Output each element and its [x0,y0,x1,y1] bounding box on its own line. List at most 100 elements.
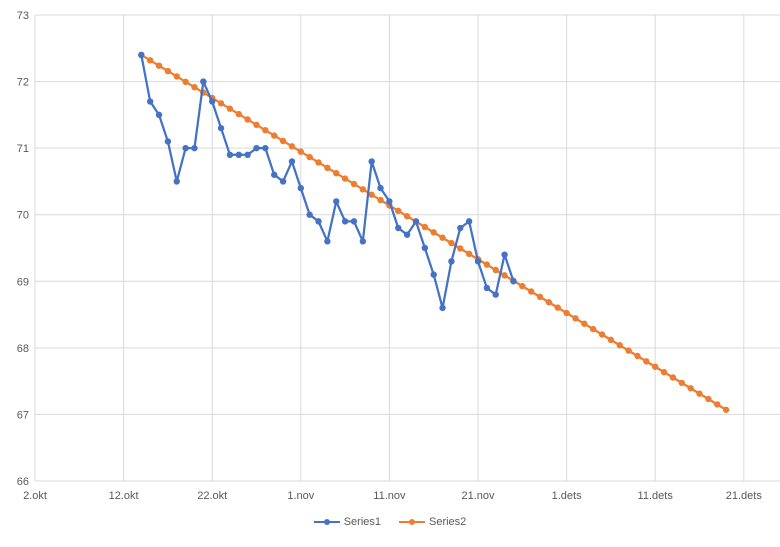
series-point-1 [483,284,491,292]
series-point-2 [696,390,703,397]
series-point-2 [403,213,411,220]
series-point-2 [377,196,384,204]
series-point-2 [262,127,269,134]
series-line-1 [140,54,515,310]
series-point-2 [598,331,606,338]
series-point-2 [581,320,588,327]
series-point-2 [545,299,553,306]
series-point-2 [634,352,641,360]
series-point-2 [714,401,721,408]
series-point-1 [395,224,402,232]
series-point-2 [448,239,455,247]
series-point-1 [200,78,207,85]
series-point-2 [722,406,730,413]
series-point-2 [687,385,694,392]
series-point-2 [421,223,429,231]
series-point-1 [457,224,464,232]
series-point-1 [288,158,296,165]
series-point-2 [572,315,579,322]
y-tick-label: 70 [17,210,29,222]
series-point-1 [421,244,429,252]
series-point-2 [705,395,712,403]
series-point-1 [377,184,384,192]
series-point-1 [510,278,517,285]
series-point-1 [146,98,154,105]
x-tick-label: 1.dets [552,490,582,502]
x-tick-label: 21.nov [461,490,495,502]
series-point-2 [182,78,189,86]
series-point-1 [430,271,437,278]
series-point-2 [563,309,570,317]
legend: Series1 Series2 [0,512,780,532]
series-point-1 [368,158,375,165]
series-point-2 [492,266,499,274]
series-point-2 [288,143,296,150]
series-point-2 [589,325,597,333]
series-point-2 [519,282,526,290]
series-point-2 [306,153,313,161]
legend-swatch-series1 [313,517,340,527]
series-point-1 [182,144,189,152]
series-point-2 [465,250,473,258]
series-point-2 [271,132,278,139]
series-point-1 [492,291,499,298]
series-point-2 [333,170,340,177]
series-point-1 [333,198,340,205]
series-point-2 [669,374,677,381]
legend-swatch-series2 [399,517,425,527]
x-tick-label: 22.okt [197,490,227,502]
series-point-1 [253,144,260,152]
x-tick-label: 11.nov [373,490,406,502]
series-point-2 [643,358,650,365]
series-point-2 [652,363,659,370]
series-point-1 [138,51,145,59]
y-tick-label: 71 [17,143,29,155]
series-point-2 [359,186,367,193]
series-point-1 [173,178,180,185]
series-point-2 [607,336,615,344]
series-point-2 [244,116,251,123]
series-point-2 [164,67,172,75]
series-point-2 [678,379,685,387]
y-tick-label: 67 [17,409,29,421]
series-point-2 [554,304,561,311]
x-tick-label: 21.dets [726,490,763,502]
legend-label-series2: Series2 [429,516,467,528]
series-point-1 [501,251,508,258]
series-point-2 [253,121,260,129]
x-tick-label: 1.nov [287,490,314,502]
series-point-1 [306,211,313,218]
series-point-1 [155,111,163,119]
series-point-2 [279,137,287,145]
series-point-1 [315,218,322,225]
series-point-1 [244,151,251,158]
series-point-2 [527,288,535,295]
series-point-2 [155,62,163,69]
legend-label-series1: Series1 [343,516,381,528]
series-point-1 [324,238,331,245]
series-point-1 [217,124,225,132]
series-point-2 [226,105,234,112]
series-point-1 [474,258,482,265]
series-point-1 [386,198,393,205]
series-point-2 [146,57,154,64]
x-tick-label: 11.dets [638,490,674,502]
series-point-2 [660,368,668,376]
series-point-2 [297,148,304,155]
legend-item-series2: Series2 [399,516,466,528]
y-tick-label: 72 [17,77,29,89]
series-point-1 [350,218,358,225]
series-layer [138,51,730,413]
series-point-1 [403,231,411,238]
series-point-2 [315,159,322,166]
series-point-1 [279,178,287,185]
series-point-2 [501,272,508,279]
series-point-2 [191,83,198,91]
series-point-2 [217,100,225,107]
series-point-2 [324,164,331,172]
series-point-1 [439,304,446,312]
series-point-2 [368,191,375,198]
series-point-1 [191,144,198,152]
